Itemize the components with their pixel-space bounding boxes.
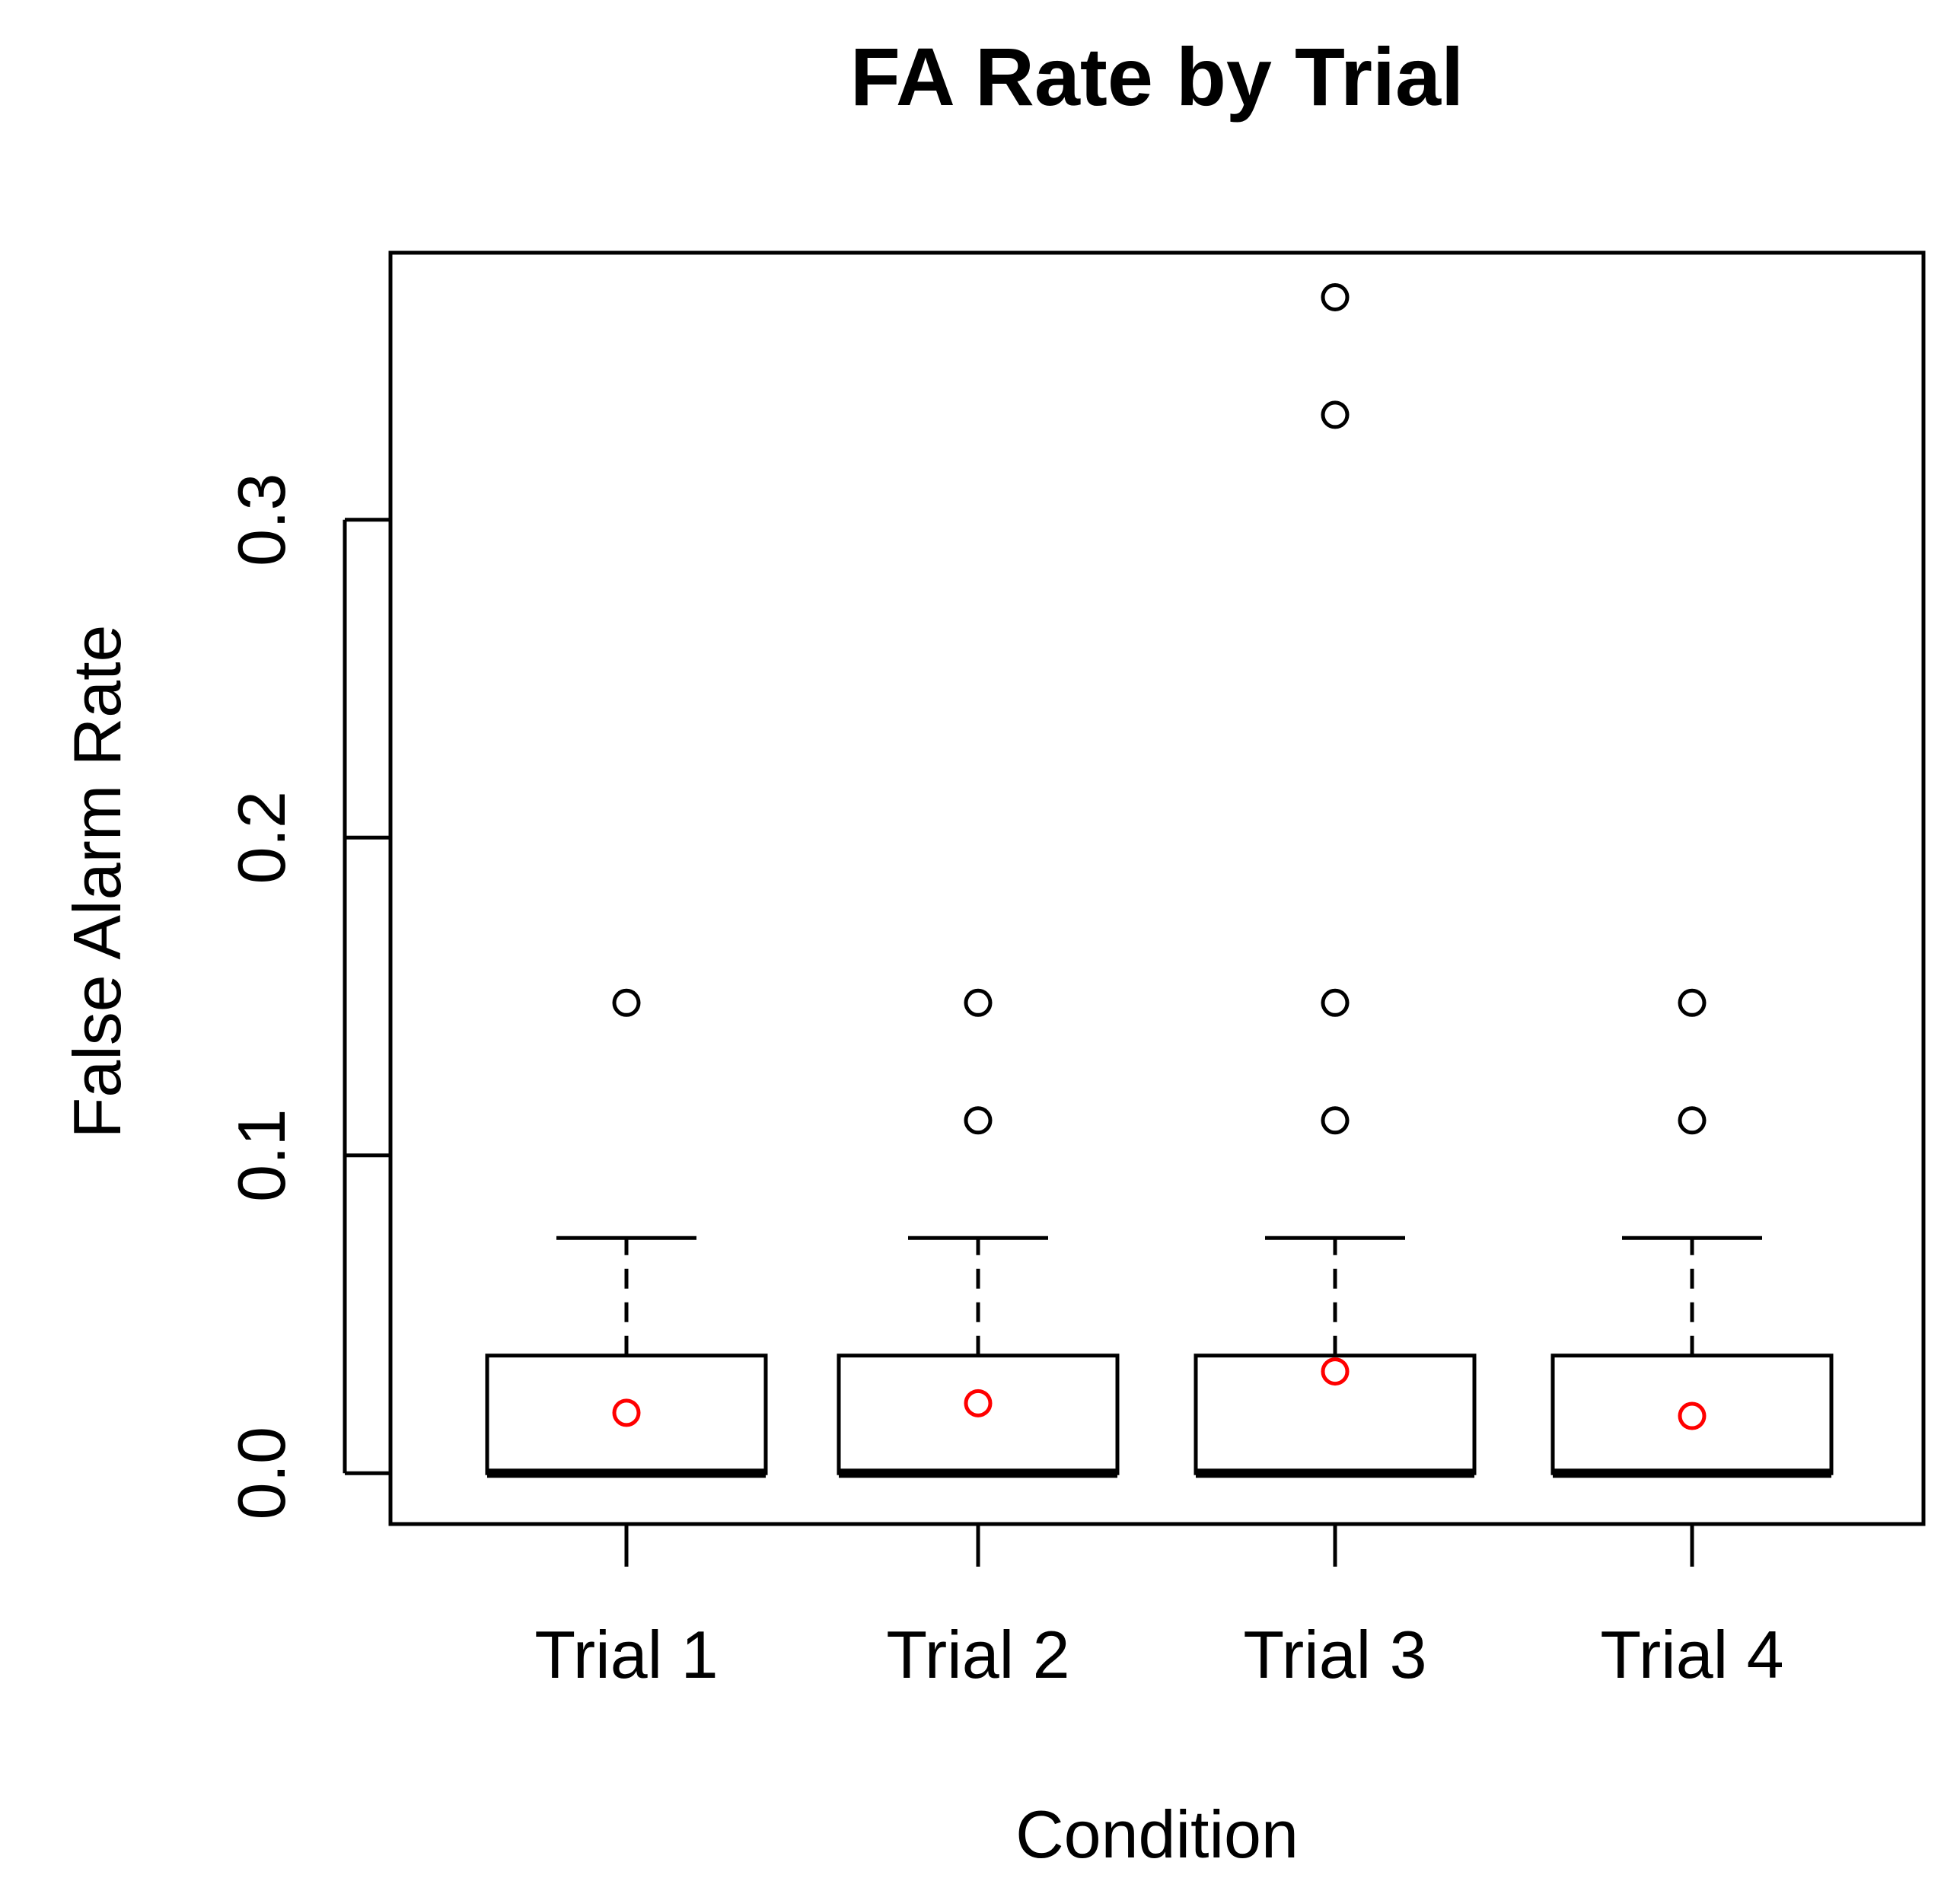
x-axis: Trial 1 Trial 2 Trial 3 Trial 4 [534,1524,1784,1692]
outlier-point [1321,400,1350,429]
outlier-point [612,988,641,1017]
box-2 [837,988,1120,1478]
outlier-point [1321,1106,1350,1135]
y-tick-label: 0.3 [224,474,299,566]
box-4 [1550,988,1834,1478]
x-tick-label: Trial 1 [534,1617,718,1692]
outlier-point [964,988,993,1017]
y-tick-label: 0.2 [224,791,299,884]
box-group [485,282,1834,1478]
chart-title: FA Rate by Trial [850,30,1464,123]
outlier-point [1678,988,1707,1017]
mean-marker [1678,1401,1707,1430]
mean-marker [1321,1357,1350,1386]
y-tick-label: 0.0 [224,1427,299,1519]
plot-frame [388,250,1926,1526]
outlier-point [1321,988,1350,1017]
box-3 [1194,282,1477,1478]
box-iqr [1550,1354,1834,1475]
outlier-point [964,1106,993,1135]
box-iqr [485,1354,768,1475]
x-tick-label: Trial 3 [1243,1617,1426,1692]
mean-marker [964,1389,993,1417]
x-axis-label: Condition [1015,1797,1299,1872]
outlier-point [1678,1106,1707,1135]
outlier-point [1321,282,1350,311]
y-axis-label: False Alarm Rate [59,625,135,1139]
box-iqr [1194,1354,1477,1475]
box-1 [485,988,768,1478]
y-axis: 0.0 0.1 0.2 0.3 [224,474,390,1519]
x-tick-label: Trial 2 [886,1617,1069,1692]
mean-marker [612,1398,641,1427]
x-tick-label: Trial 4 [1600,1617,1783,1692]
y-tick-label: 0.1 [224,1109,299,1202]
